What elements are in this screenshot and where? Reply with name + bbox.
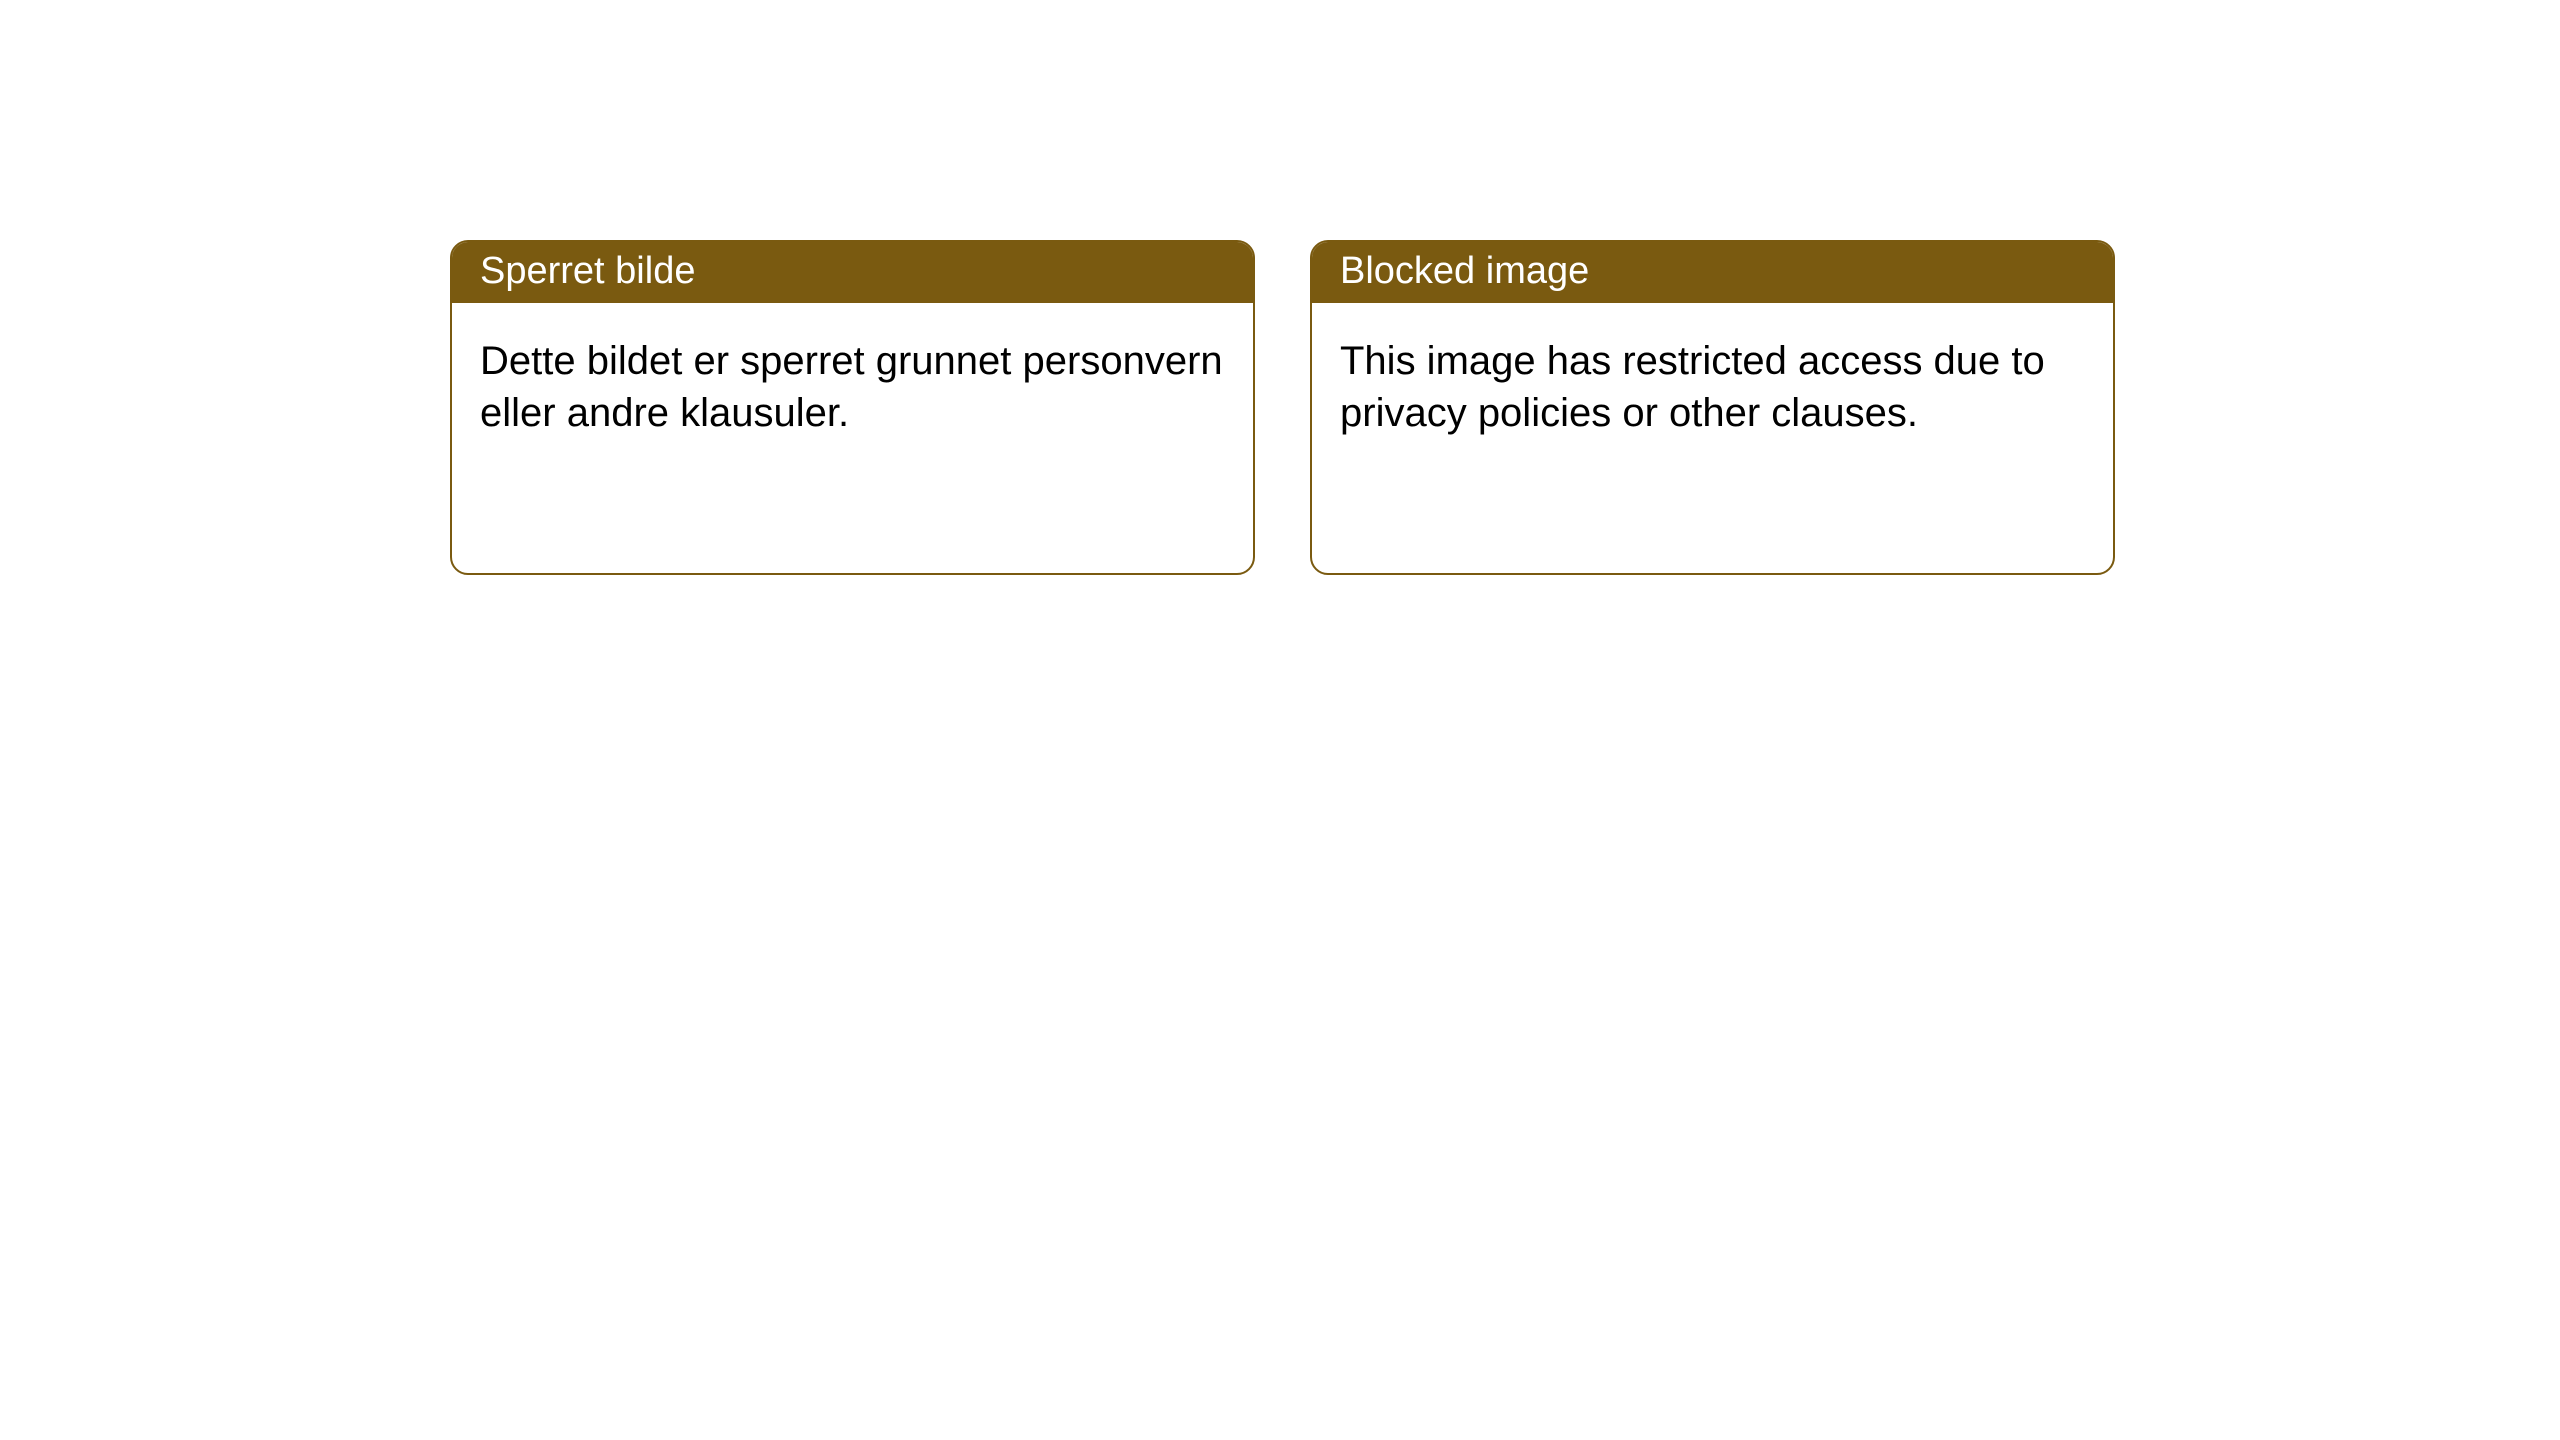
notice-card-english: Blocked image This image has restricted … [1310,240,2115,575]
notice-body-text: Dette bildet er sperret grunnet personve… [480,339,1223,435]
notice-body: This image has restricted access due to … [1312,303,2113,471]
notice-title: Blocked image [1340,250,1589,292]
notice-title: Sperret bilde [480,250,695,292]
notice-header: Blocked image [1312,242,2113,303]
notice-body-text: This image has restricted access due to … [1340,339,2045,435]
notice-container: Sperret bilde Dette bildet er sperret gr… [0,0,2560,575]
notice-header: Sperret bilde [452,242,1253,303]
notice-body: Dette bildet er sperret grunnet personve… [452,303,1253,471]
notice-card-norwegian: Sperret bilde Dette bildet er sperret gr… [450,240,1255,575]
